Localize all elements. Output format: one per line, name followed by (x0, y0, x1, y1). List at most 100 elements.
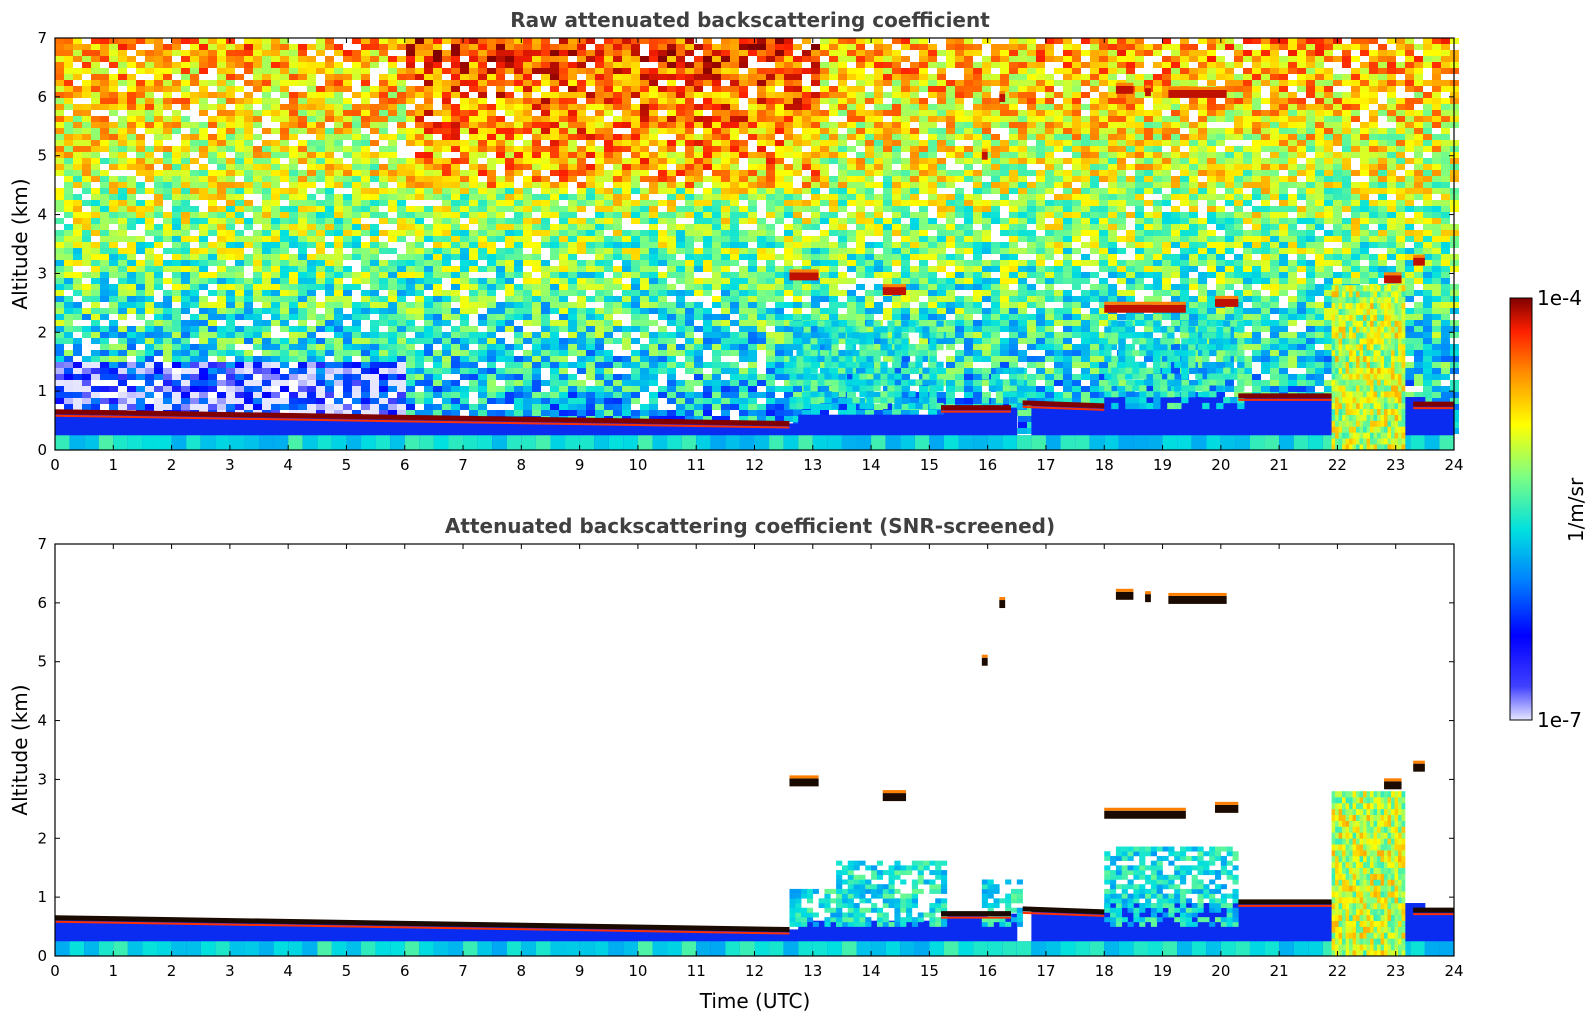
noise-cell (541, 110, 550, 116)
noise-cell (181, 104, 190, 110)
noise-cell (739, 146, 748, 152)
noise-cell (361, 74, 370, 80)
noise-cell (199, 380, 208, 386)
noise-cell (352, 332, 361, 338)
noise-cell (424, 278, 433, 284)
noise-cell (667, 176, 676, 182)
noise-cell (118, 80, 127, 86)
noise-cell (505, 374, 514, 380)
noise-cell (109, 182, 118, 188)
noise-cell (343, 326, 352, 332)
noise-cell (361, 224, 370, 230)
noise-cell (460, 314, 469, 320)
noise-cell (649, 362, 658, 368)
noise-cell (388, 200, 397, 206)
noise-cell (361, 272, 370, 278)
noise-cell (415, 128, 424, 134)
noise-cell (712, 98, 721, 104)
noise-cell (757, 392, 766, 398)
noise-cell (523, 254, 532, 260)
noise-cell (271, 392, 280, 398)
noise-cell (397, 98, 406, 104)
noise-cell (199, 110, 208, 116)
noise-cell (280, 188, 289, 194)
noise-cell (145, 404, 154, 410)
noise-cell (55, 62, 64, 68)
noise-cell (397, 326, 406, 332)
noise-cell (514, 122, 523, 128)
noise-cell (226, 362, 235, 368)
noise-cell (451, 332, 460, 338)
noise-cell (451, 218, 460, 224)
noise-cell (217, 44, 226, 50)
noise-cell (784, 386, 793, 392)
noise-cell (631, 356, 640, 362)
noise-cell (352, 92, 361, 98)
noise-cell (361, 188, 370, 194)
noise-cell (820, 254, 829, 260)
noise-cell (154, 350, 163, 356)
noise-cell (676, 260, 685, 266)
noise-cell (685, 206, 694, 212)
noise-cell (730, 152, 739, 158)
noise-cell (235, 122, 244, 128)
noise-cell (784, 164, 793, 170)
noise-cell (811, 74, 820, 80)
noise-cell (649, 278, 658, 284)
noise-cell (190, 296, 199, 302)
noise-cell (424, 248, 433, 254)
noise-cell (775, 122, 784, 128)
noise-cell (748, 170, 757, 176)
noise-cell (226, 194, 235, 200)
noise-cell (379, 200, 388, 206)
noise-cell (388, 398, 397, 404)
noise-cell (595, 314, 604, 320)
noise-cell (181, 356, 190, 362)
noise-cell (280, 386, 289, 392)
noise-cell (586, 218, 595, 224)
noise-cell (487, 140, 496, 146)
noise-cell (748, 344, 757, 350)
noise-cell (361, 110, 370, 116)
noise-cell (478, 374, 487, 380)
noise-cell (685, 176, 694, 182)
noise-cell (118, 128, 127, 134)
noise-cell (649, 296, 658, 302)
noise-cell (55, 38, 64, 44)
noise-cell (397, 266, 406, 272)
noise-cell (568, 200, 577, 206)
noise-cell (136, 92, 145, 98)
noise-cell (577, 248, 586, 254)
noise-cell (145, 326, 154, 332)
noise-cell (154, 254, 163, 260)
noise-cell (298, 146, 307, 152)
noise-cell (55, 200, 64, 206)
noise-cell (361, 374, 370, 380)
noise-cell (757, 116, 766, 122)
noise-cell (748, 74, 757, 80)
noise-cell (811, 242, 820, 248)
noise-cell (262, 266, 271, 272)
noise-cell (352, 368, 361, 374)
noise-cell (298, 320, 307, 326)
noise-cell (235, 50, 244, 56)
noise-cell (730, 242, 739, 248)
noise-cell (460, 236, 469, 242)
noise-cell (181, 92, 190, 98)
noise-cell (289, 302, 298, 308)
noise-cell (433, 218, 442, 224)
noise-cell (217, 218, 226, 224)
noise-cell (694, 236, 703, 242)
noise-cell (199, 314, 208, 320)
noise-cell (370, 86, 379, 92)
noise-cell (118, 230, 127, 236)
noise-cell (712, 386, 721, 392)
noise-cell (361, 308, 370, 314)
noise-cell (64, 398, 73, 404)
noise-cell (676, 74, 685, 80)
noise-cell (415, 218, 424, 224)
noise-cell (334, 200, 343, 206)
noise-cell (352, 188, 361, 194)
noise-cell (298, 206, 307, 212)
